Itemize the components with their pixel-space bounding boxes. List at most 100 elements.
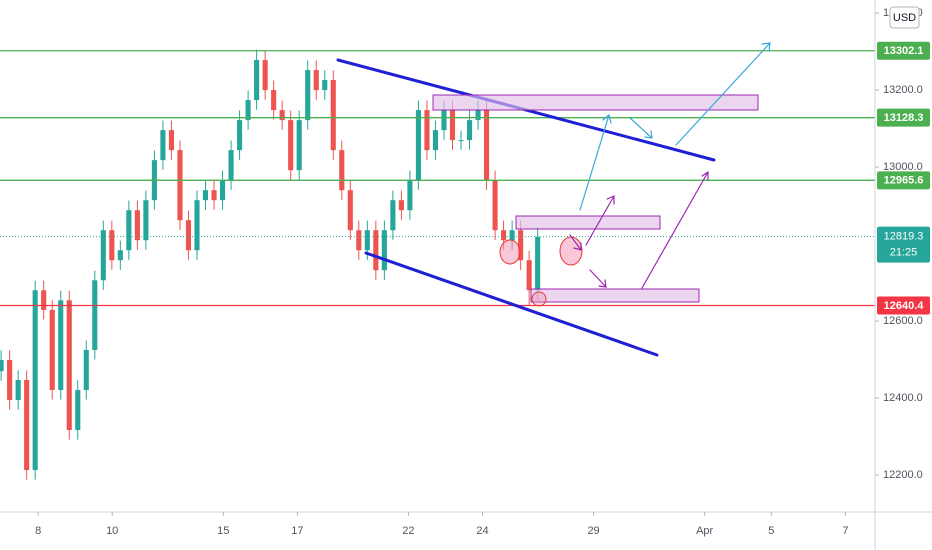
plot-area [0,49,875,480]
trend-line [364,251,659,357]
candle [75,380,81,440]
candle-body [441,110,447,131]
candle-body [484,110,490,181]
candle-body [32,290,38,471]
candle-body [117,250,123,261]
candle [484,100,490,190]
candle [330,70,336,160]
arrow [641,170,709,289]
candle-body [185,220,192,251]
candle [160,120,166,170]
candle [66,290,72,440]
candle-body [347,190,353,231]
candle [202,180,209,210]
candle-body [0,359,4,372]
candle [535,227,541,300]
candle-body [526,260,532,291]
candle [458,130,464,150]
candle [347,180,353,240]
candle-body [7,359,13,400]
candle-body [168,130,175,151]
candle-body [134,210,140,241]
candle-body [143,200,149,241]
candle [24,370,30,480]
x-tick-label: 17 [291,525,303,537]
candle-body [228,150,234,181]
candle [424,100,430,160]
arrow [589,269,607,288]
candle-body [75,389,81,431]
candle [32,280,38,480]
candle-body [237,120,243,151]
candle [117,240,123,270]
candle [390,190,396,240]
candle-body [24,379,30,471]
candle [296,110,302,180]
price-label-box [877,171,930,190]
highlight [499,239,521,265]
candle [373,220,379,280]
x-tick-label: 10 [106,525,118,537]
candle-body [83,349,89,390]
candle-body [279,110,285,121]
candle [398,190,404,220]
arrow [585,195,615,246]
candle [526,250,532,306]
candle-body [313,70,319,91]
candle-body [535,236,541,291]
candle-body [160,130,166,161]
candle-body [109,230,115,261]
candle [100,220,106,290]
candle-body [398,200,404,211]
candle [219,170,226,210]
candle-body [92,280,98,350]
y-tick-label: 12200.0 [883,469,923,481]
x-tick-label: 15 [217,525,229,537]
x-tick-label: Apr [696,525,713,537]
candle-body [49,309,55,390]
candle [271,80,277,120]
candle [245,90,251,130]
arrow [675,42,771,146]
candle [177,140,183,230]
x-tick-label: 5 [768,525,774,537]
candle [92,270,98,360]
candle-body [415,110,421,181]
candle-body [177,150,183,221]
last-price-label: 12819.3 [884,231,924,243]
candle-body [381,230,387,271]
candle [83,340,89,400]
candle [58,290,64,400]
price-label-box [877,41,930,60]
x-tick-label: 29 [587,525,599,537]
countdown-label: 21:25 [890,247,918,259]
candle-body [202,190,209,201]
arrows [579,42,771,211]
candle-body [288,120,294,171]
candle [15,370,21,410]
candle-body [501,230,507,241]
currency-label[interactable]: USD [893,12,916,24]
candle-body [245,100,251,121]
price-label-box [877,108,930,127]
arrow [629,117,653,139]
x-tick-label: 7 [842,525,848,537]
candle-body [296,120,302,171]
candle [41,280,47,320]
candle-body [364,230,370,251]
candle [237,110,243,160]
candle-body [373,230,379,271]
candle-body [466,120,473,141]
drawings [336,42,771,357]
candle [211,180,217,210]
y-tick-label: 12400.0 [883,392,923,404]
arrows [569,170,709,289]
currency-button[interactable] [889,6,920,29]
candle-body [339,150,345,191]
candle [466,110,473,150]
arrow [569,234,582,251]
highlight [531,291,547,307]
